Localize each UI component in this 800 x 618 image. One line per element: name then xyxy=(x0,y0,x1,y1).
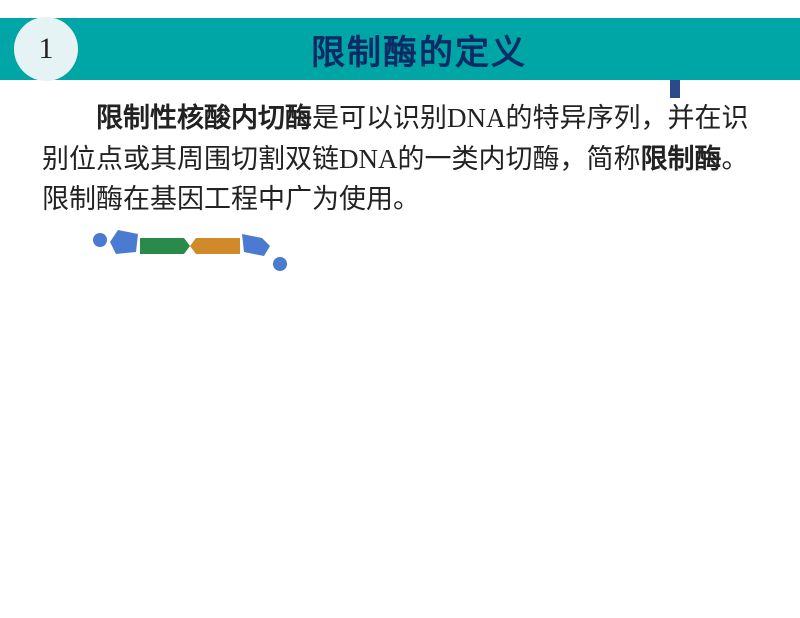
ecori-cleavage-diagram xyxy=(380,226,780,556)
body-paragraph: 限制性核酸内切酶是可以识别DNA的特异序列，并在识别位点或其周围切割双链DNA的… xyxy=(0,80,800,226)
slide-title: 限制酶的定义 xyxy=(38,25,800,74)
slide-header: 1 限制酶的定义 xyxy=(0,18,800,80)
dna-structure-diagram xyxy=(20,226,360,556)
